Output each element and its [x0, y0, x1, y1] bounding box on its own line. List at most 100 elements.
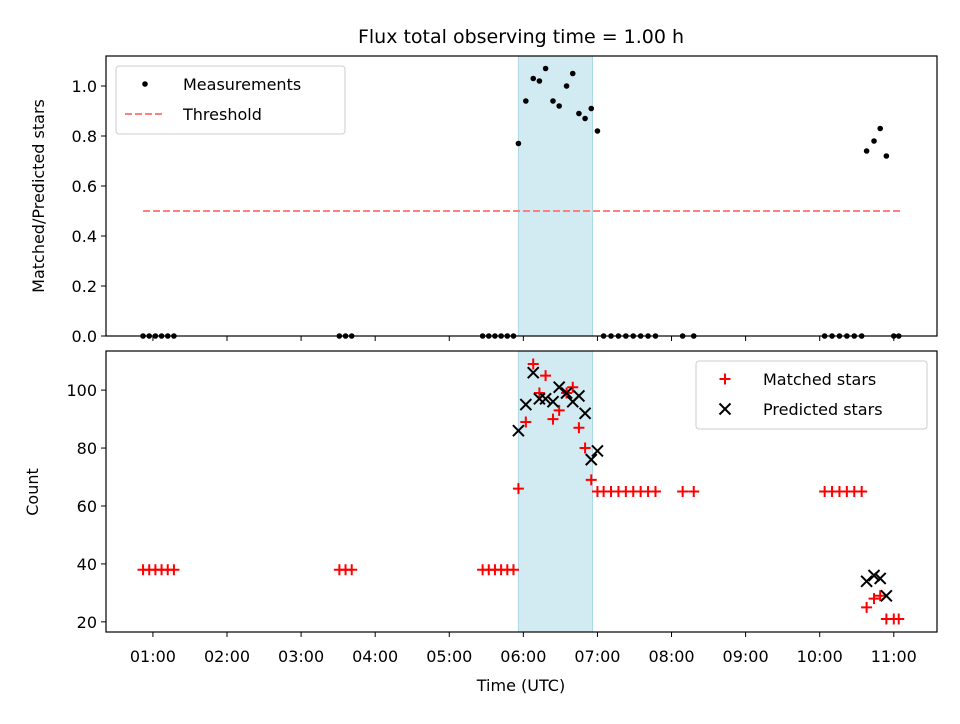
y-tick-label: 0.6 [72, 177, 97, 196]
data-point [527, 366, 540, 379]
data-point [582, 115, 588, 122]
data-point [578, 407, 592, 420]
bottom-panel: 20 40 60 80 100 01:00 02:00 03:00 04:00 05:00 06:0… [66, 350, 938, 666]
data-point [861, 601, 873, 613]
legend-label: Matched stars [763, 370, 876, 389]
data-point [512, 483, 524, 495]
data-point [530, 75, 537, 82]
y-tick-label: 80 [77, 439, 97, 458]
data-point [677, 486, 689, 497]
legend-swatch [719, 373, 731, 385]
legend-label: Measurements [183, 75, 301, 94]
y-tick-label: 0.0 [72, 327, 97, 346]
x-tick-label: 01:00 [130, 647, 176, 666]
legend-swatch [142, 81, 148, 87]
observing-window-band [517, 55, 593, 337]
legend: Matched stars Predicted stars [695, 360, 928, 430]
data-point [507, 564, 519, 576]
data-point [871, 138, 877, 144]
data-point [560, 386, 573, 400]
data-point [519, 398, 533, 411]
data-point [856, 486, 868, 497]
data-point [867, 569, 881, 582]
y-tick-label: 1.0 [72, 77, 97, 96]
data-point [893, 613, 905, 625]
data-point [877, 125, 884, 132]
data-point [880, 589, 893, 602]
x-axis-label: Time (UTC) [476, 676, 565, 695]
legend-box [695, 360, 928, 430]
chart-title: Flux total observing time = 1.00 h [358, 26, 684, 48]
y-tick-label: 20 [77, 613, 97, 632]
data-point [542, 65, 549, 72]
x-tick-label: 05:00 [426, 647, 472, 666]
data-point [874, 590, 886, 602]
legend-label: Threshold [182, 105, 262, 124]
data-point [649, 486, 661, 497]
x-tick-label: 11:00 [871, 647, 917, 666]
x-tick-label: 02:00 [204, 647, 250, 666]
data-point [579, 442, 591, 454]
y-tick-label: 40 [77, 555, 97, 574]
data-point [572, 389, 586, 403]
legend-label: Predicted stars [763, 400, 883, 419]
data-point [547, 413, 559, 425]
data-point [546, 395, 560, 408]
y-tick-label: 100 [66, 381, 97, 400]
top-panel: 0.0 0.2 0.4 0.6 0.8 1.0 Measurements Threshold [72, 55, 938, 346]
data-point [585, 474, 597, 486]
x-tick-label: 10:00 [797, 647, 843, 666]
data-point [346, 564, 358, 576]
x-tick-label: 08:00 [648, 647, 694, 666]
data-point [536, 78, 543, 84]
y-tick-label: 60 [77, 497, 97, 516]
legend-box [115, 65, 346, 135]
data-point [576, 110, 582, 117]
data-point [567, 381, 579, 393]
y-tick-label: 0.8 [72, 127, 97, 146]
x-tick-label: 04:00 [352, 647, 398, 666]
series-predicted-stars [512, 366, 893, 602]
data-point [873, 572, 887, 585]
axes-frame [105, 350, 938, 633]
data-point [588, 105, 595, 112]
data-point [883, 153, 890, 159]
data-point [860, 575, 873, 588]
data-point [591, 444, 604, 458]
data-point [573, 422, 585, 434]
data-point [553, 404, 565, 416]
data-point [550, 98, 556, 104]
data-point [168, 564, 180, 576]
y-tick-label: 0.2 [72, 277, 97, 296]
data-point [539, 392, 552, 406]
data-point [520, 416, 532, 428]
data-point [569, 70, 576, 77]
data-point [556, 103, 562, 109]
data-point [515, 140, 522, 147]
bottom-y-axis-label: Count [23, 468, 42, 516]
data-point [563, 83, 570, 89]
data-point [688, 486, 700, 497]
series-matched-stars [137, 358, 905, 625]
x-tick-label: 07:00 [574, 647, 620, 666]
data-point [585, 453, 598, 466]
top-y-axis-label: Matched/Predicted stars [29, 99, 48, 293]
data-point [868, 593, 880, 605]
data-point [594, 128, 601, 134]
data-point [533, 387, 545, 399]
legend-swatch [718, 402, 732, 416]
x-tick-label: 06:00 [500, 647, 546, 666]
data-point [523, 98, 529, 104]
data-point [552, 381, 566, 394]
y-tick-label: 0.4 [72, 227, 97, 246]
axes-frame [105, 55, 938, 337]
data-point [540, 370, 552, 382]
data-point [512, 424, 525, 437]
x-tick-label: 09:00 [723, 647, 769, 666]
data-point [863, 148, 870, 154]
x-tick-label: 03:00 [278, 647, 324, 666]
legend: Measurements Threshold [115, 65, 346, 135]
data-point [527, 358, 539, 370]
